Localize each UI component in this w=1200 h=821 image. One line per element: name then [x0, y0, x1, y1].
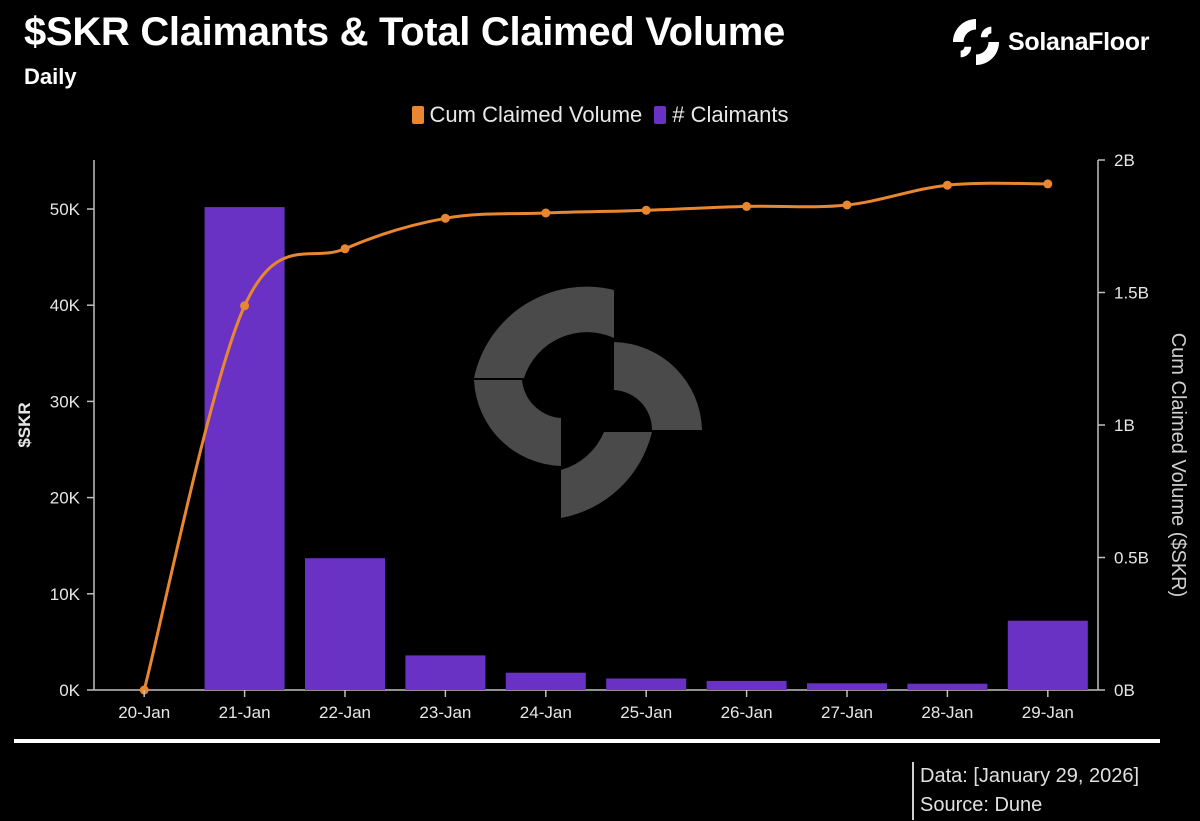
line-series-cum-volume — [139, 179, 1053, 695]
y-tick-label: 50K — [50, 200, 81, 219]
y-tick-label: 40K — [50, 296, 81, 315]
line-point-27-Jan — [842, 200, 852, 210]
y-tick-label: 30K — [50, 392, 81, 411]
line-point-29-Jan — [1043, 179, 1053, 189]
x-tick-label: 26-Jan — [721, 703, 773, 722]
y2-tick-label: 1B — [1114, 416, 1135, 435]
legend-item-cum-volume: Cum Claimed Volume — [411, 102, 643, 128]
chart-subtitle: Daily — [24, 64, 77, 89]
footer-source: Data: [January 29, 2026] Source: Dune — [912, 762, 1139, 820]
legend-label-cum-volume: Cum Claimed Volume — [429, 102, 643, 127]
bar-25-Jan — [606, 678, 687, 690]
y2-tick-label: 0B — [1114, 681, 1135, 700]
y2-tick-label: 1.5B — [1114, 284, 1149, 303]
brand-name: SolanaFloor — [1008, 27, 1150, 56]
brand-logo: SolanaFloor — [952, 18, 1149, 66]
y2-tick-label: 2B — [1114, 151, 1135, 170]
footer-divider — [14, 739, 1160, 743]
line-point-23-Jan — [440, 213, 450, 223]
line-point-25-Jan — [641, 205, 651, 215]
x-tick-label: 20-Jan — [118, 703, 170, 722]
bar-26-Jan — [706, 680, 787, 690]
legend-item-claimants: # Claimants — [654, 102, 788, 128]
legend-swatch-orange — [411, 106, 424, 124]
x-tick-label: 21-Jan — [219, 703, 271, 722]
line-point-22-Jan — [340, 244, 350, 254]
line-point-21-Jan — [240, 301, 250, 311]
bar-27-Jan — [807, 683, 887, 690]
right-axis-ticks: 0B 0.5B 1B 1.5B 2B — [1098, 151, 1149, 700]
bar-24-Jan — [505, 672, 586, 690]
x-tick-label: 22-Jan — [319, 703, 371, 722]
line-point-24-Jan — [541, 208, 551, 218]
x-axis-ticks: 20-Jan 21-Jan 22-Jan 23-Jan 24-Jan 25-Jan 26-J… — [118, 690, 1074, 722]
y-axis-label: $SKR — [15, 402, 34, 447]
left-axis-ticks: 0K 10K 20K 30K 40K 50K — [50, 200, 94, 700]
bar-29-Jan — [1007, 620, 1088, 690]
legend-label-claimants: # Claimants — [672, 102, 789, 127]
chart-title: $SKR Claimants & Total Claimed Volume — [24, 10, 785, 54]
x-tick-label: 25-Jan — [620, 703, 672, 722]
watermark-logo-icon — [474, 286, 702, 518]
y2-axis-label: Cum Claimed Volume ($SKR) — [1167, 333, 1189, 598]
x-tick-label: 23-Jan — [419, 703, 471, 722]
bar-22-Jan — [305, 558, 385, 690]
x-tick-label: 24-Jan — [520, 703, 572, 722]
solanafloor-logo-icon — [952, 18, 1000, 66]
x-tick-label: 28-Jan — [921, 703, 973, 722]
footer-date: Data: [January 29, 2026] — [920, 765, 1140, 787]
bar-28-Jan — [907, 683, 988, 690]
x-tick-label: 29-Jan — [1022, 703, 1074, 722]
chart-legend: Cum Claimed Volume # Claimants — [0, 102, 1200, 128]
y-tick-label: 0K — [59, 681, 80, 700]
footer-source-line: Source: Dune — [920, 794, 1043, 816]
x-tick-label: 27-Jan — [821, 703, 873, 722]
bar-23-Jan — [405, 655, 486, 690]
y-tick-label: 10K — [50, 585, 81, 604]
bar-series-claimants — [204, 207, 1088, 690]
bar-21-Jan — [204, 207, 285, 690]
legend-swatch-purple — [654, 106, 667, 124]
y-tick-label: 20K — [50, 489, 81, 508]
line-point-26-Jan — [742, 201, 752, 211]
y2-tick-label: 0.5B — [1114, 549, 1149, 568]
line-point-28-Jan — [942, 180, 952, 190]
